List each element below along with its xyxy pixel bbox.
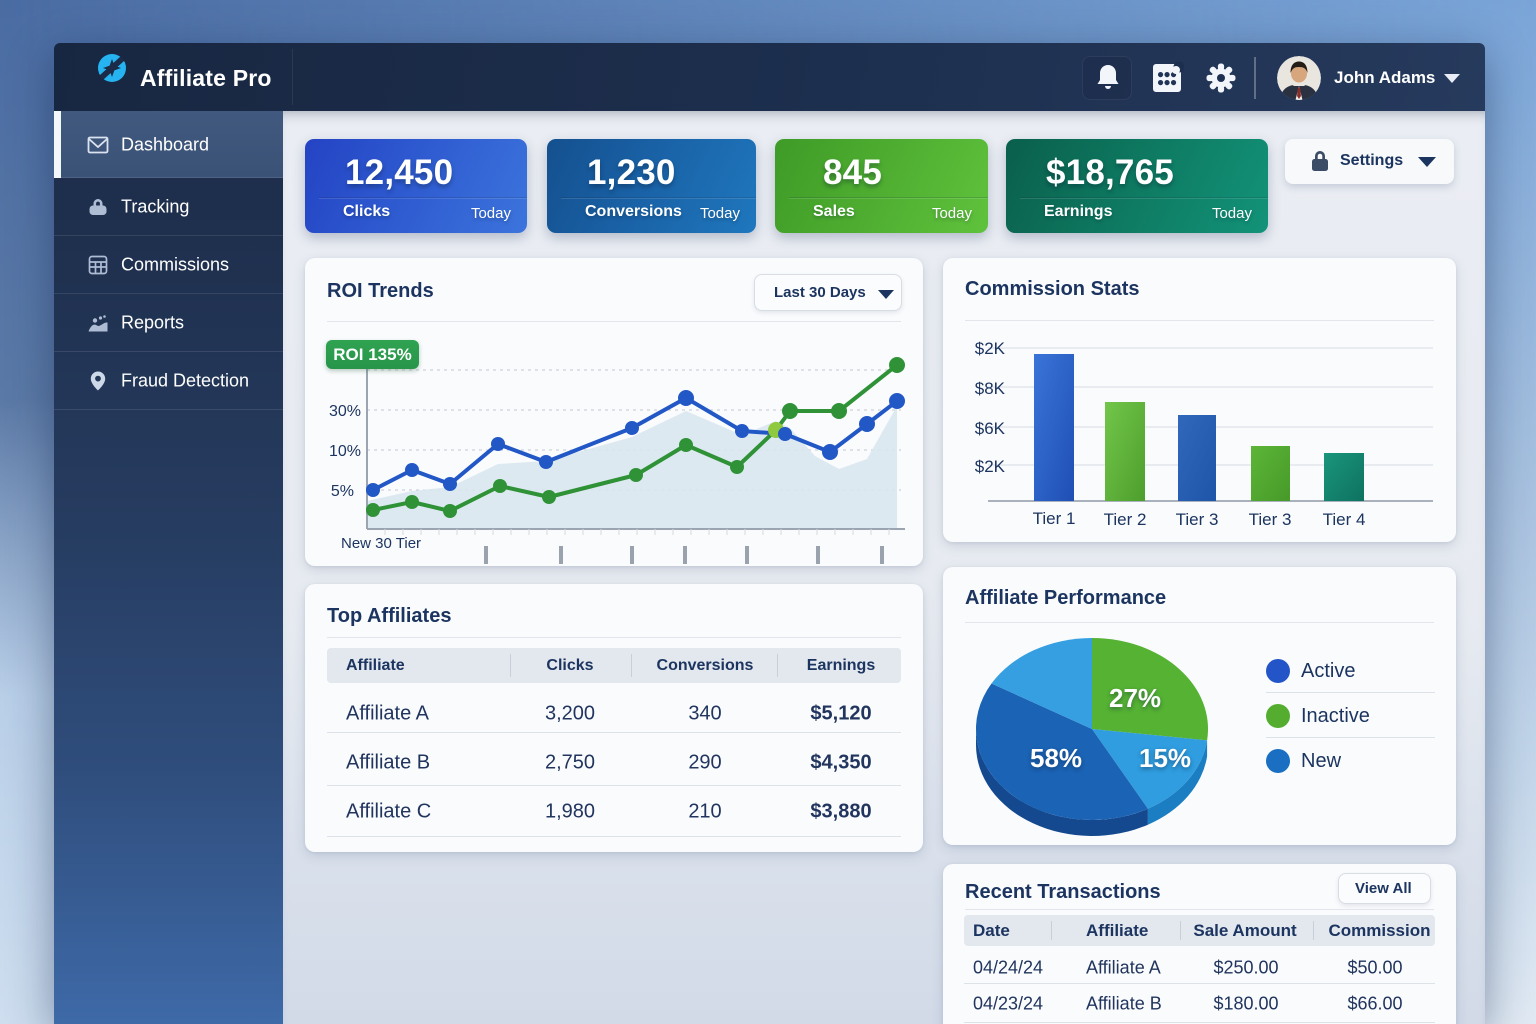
svg-text:Tier 4: Tier 4 <box>1323 510 1366 529</box>
svg-text:30%: 30% <box>329 403 361 420</box>
svg-text:Tier 3: Tier 3 <box>1249 510 1292 529</box>
svg-text:$6K: $6K <box>975 419 1006 438</box>
svg-text:Tier 2: Tier 2 <box>1104 510 1147 529</box>
svg-text:$8K: $8K <box>975 379 1006 398</box>
svg-text:$2K: $2K <box>975 457 1006 476</box>
svg-text:New 30 Tier: New 30 Tier <box>341 535 421 552</box>
svg-text:$2K: $2K <box>975 339 1006 358</box>
svg-text:Tier 1: Tier 1 <box>1033 509 1076 528</box>
svg-text:10%: 10% <box>329 443 361 460</box>
svg-text:5%: 5% <box>331 483 354 500</box>
svg-text:Tier 3: Tier 3 <box>1176 510 1219 529</box>
